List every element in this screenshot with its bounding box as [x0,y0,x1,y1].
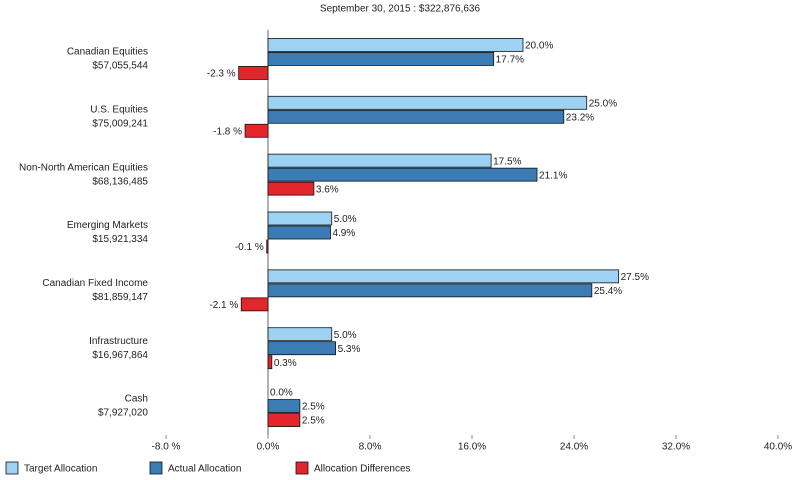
value-label: -0.1 % [235,242,264,253]
category-label: Canadian Equities [67,47,148,58]
value-label: -2.3 % [207,69,236,80]
bar [240,297,269,312]
value-label: 4.9% [332,228,355,239]
bar [267,38,524,52]
value-label: 27.5% [621,272,649,283]
x-tick-label: 16.0% [458,442,486,453]
bar [238,66,269,80]
value-label: 17.7% [496,55,524,66]
bar [267,327,333,342]
category-label: Emerging Markets [67,220,148,231]
bar [267,355,273,370]
x-tick-label: 40.0% [764,442,792,453]
bar [267,283,593,298]
value-label: 0.3% [274,358,297,369]
bar [244,123,269,138]
category-label: Non-North American Equities [19,162,148,173]
value-label: -2.1 % [209,300,238,311]
category-label: U.S. Equities [90,104,148,115]
category-amount: $16,967,864 [92,350,148,361]
category-amount: $68,136,485 [92,176,148,187]
bar [267,413,301,427]
value-label: 25.0% [589,98,617,109]
x-tick-label: 32.0% [662,442,690,453]
legend-label: Target Allocation [24,464,97,475]
bar [267,167,538,182]
category-amount: $15,921,334 [92,234,148,245]
bar [267,399,301,413]
value-label: 21.1% [539,170,567,181]
legend-swatch [149,461,163,475]
chart-title: September 30, 2015 : $322,876,636 [320,4,481,15]
value-label: 2.5% [302,402,325,413]
value-label: 20.0% [525,41,553,52]
x-tick-label: 24.0% [560,442,588,453]
value-label: 0.0% [270,388,293,399]
bar [267,211,333,226]
category-label: Cash [125,394,148,405]
category-label: Canadian Fixed Income [42,278,148,289]
value-label: 2.5% [302,416,325,427]
bar [267,341,336,356]
bar [267,52,495,66]
value-label: 5.3% [338,344,361,355]
bar [267,225,331,240]
bar [266,239,269,254]
value-label: 5.0% [334,214,357,225]
bar [267,181,315,196]
x-tick-label: 0.0% [257,442,280,453]
category-amount: $7,927,020 [98,408,148,419]
category-label: Infrastructure [89,336,148,347]
bar [267,269,620,284]
value-label: 5.0% [334,330,357,341]
x-tick-label: -8.0 % [152,442,181,453]
legend-label: Allocation Differences [314,464,411,475]
value-label: 17.5% [493,156,521,167]
x-tick-label: 8.0% [359,442,382,453]
legend-swatch [5,461,19,475]
value-label: 23.2% [566,112,594,123]
category-amount: $57,055,544 [92,61,148,72]
bar [267,109,565,124]
value-label: 3.6% [316,184,339,195]
bar [267,95,588,110]
category-amount: $81,859,147 [92,292,148,303]
category-amount: $75,009,241 [92,118,148,129]
bar [267,153,492,168]
value-label: 25.4% [594,286,622,297]
legend-swatch [295,461,309,475]
legend-label: Actual Allocation [168,464,241,475]
value-label: -1.8 % [213,126,242,137]
